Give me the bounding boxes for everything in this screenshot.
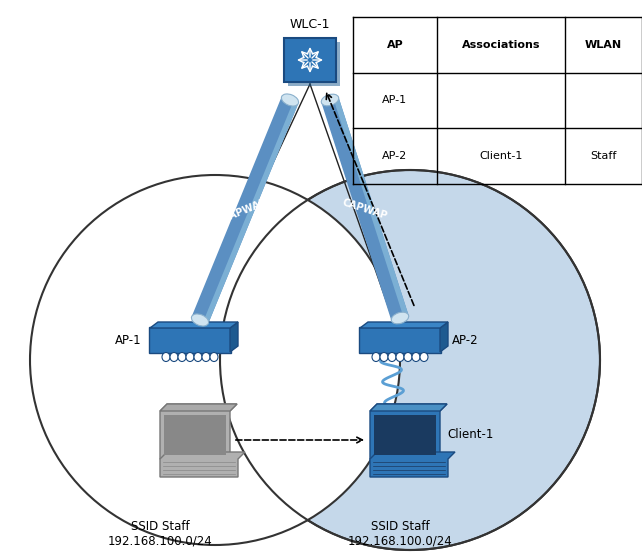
Text: Staff: Staff: [590, 151, 617, 161]
Text: WLAN: WLAN: [585, 40, 622, 50]
Ellipse shape: [391, 312, 409, 324]
Text: AP: AP: [386, 40, 403, 50]
Polygon shape: [160, 404, 237, 459]
Polygon shape: [150, 322, 238, 328]
Ellipse shape: [162, 353, 170, 362]
Ellipse shape: [170, 353, 178, 362]
Ellipse shape: [420, 353, 428, 362]
Polygon shape: [440, 322, 448, 352]
Text: AP-2: AP-2: [382, 151, 408, 161]
Ellipse shape: [191, 314, 209, 326]
Text: SSID Staff
192.168.100.0/24: SSID Staff 192.168.100.0/24: [347, 520, 453, 548]
Polygon shape: [160, 404, 237, 411]
Ellipse shape: [178, 353, 186, 362]
Ellipse shape: [321, 94, 339, 106]
Circle shape: [30, 175, 400, 545]
Text: CAPWAP: CAPWAP: [221, 196, 268, 224]
Ellipse shape: [202, 353, 210, 362]
Ellipse shape: [412, 353, 420, 362]
Polygon shape: [370, 404, 447, 411]
Text: CAPWAP: CAPWAP: [341, 197, 389, 221]
FancyBboxPatch shape: [374, 415, 436, 455]
Text: AP-2: AP-2: [452, 334, 479, 347]
Text: SSID Staff
192.168.100.0/24: SSID Staff 192.168.100.0/24: [108, 520, 213, 548]
FancyBboxPatch shape: [288, 42, 340, 85]
Ellipse shape: [194, 353, 202, 362]
FancyBboxPatch shape: [284, 39, 336, 81]
Text: AP-1: AP-1: [116, 334, 142, 347]
Ellipse shape: [388, 353, 396, 362]
Ellipse shape: [210, 353, 218, 362]
Text: AP-1: AP-1: [382, 95, 408, 105]
Polygon shape: [370, 404, 447, 459]
FancyBboxPatch shape: [359, 327, 441, 353]
Ellipse shape: [281, 94, 299, 106]
Bar: [204, 102, 299, 324]
Bar: [322, 97, 408, 321]
Text: Client-1: Client-1: [447, 429, 493, 441]
Polygon shape: [370, 452, 455, 477]
Polygon shape: [160, 452, 245, 477]
Bar: [192, 97, 299, 324]
Text: Associations: Associations: [462, 40, 540, 50]
Text: Client-1: Client-1: [479, 151, 523, 161]
Polygon shape: [230, 322, 238, 352]
Ellipse shape: [186, 353, 194, 362]
Polygon shape: [360, 322, 448, 328]
Ellipse shape: [396, 353, 404, 362]
Text: WLC-1: WLC-1: [290, 18, 330, 31]
Ellipse shape: [372, 353, 380, 362]
FancyBboxPatch shape: [149, 327, 231, 353]
Circle shape: [220, 170, 600, 550]
FancyBboxPatch shape: [164, 415, 226, 455]
Bar: [333, 97, 408, 317]
Ellipse shape: [380, 353, 388, 362]
Ellipse shape: [404, 353, 412, 362]
